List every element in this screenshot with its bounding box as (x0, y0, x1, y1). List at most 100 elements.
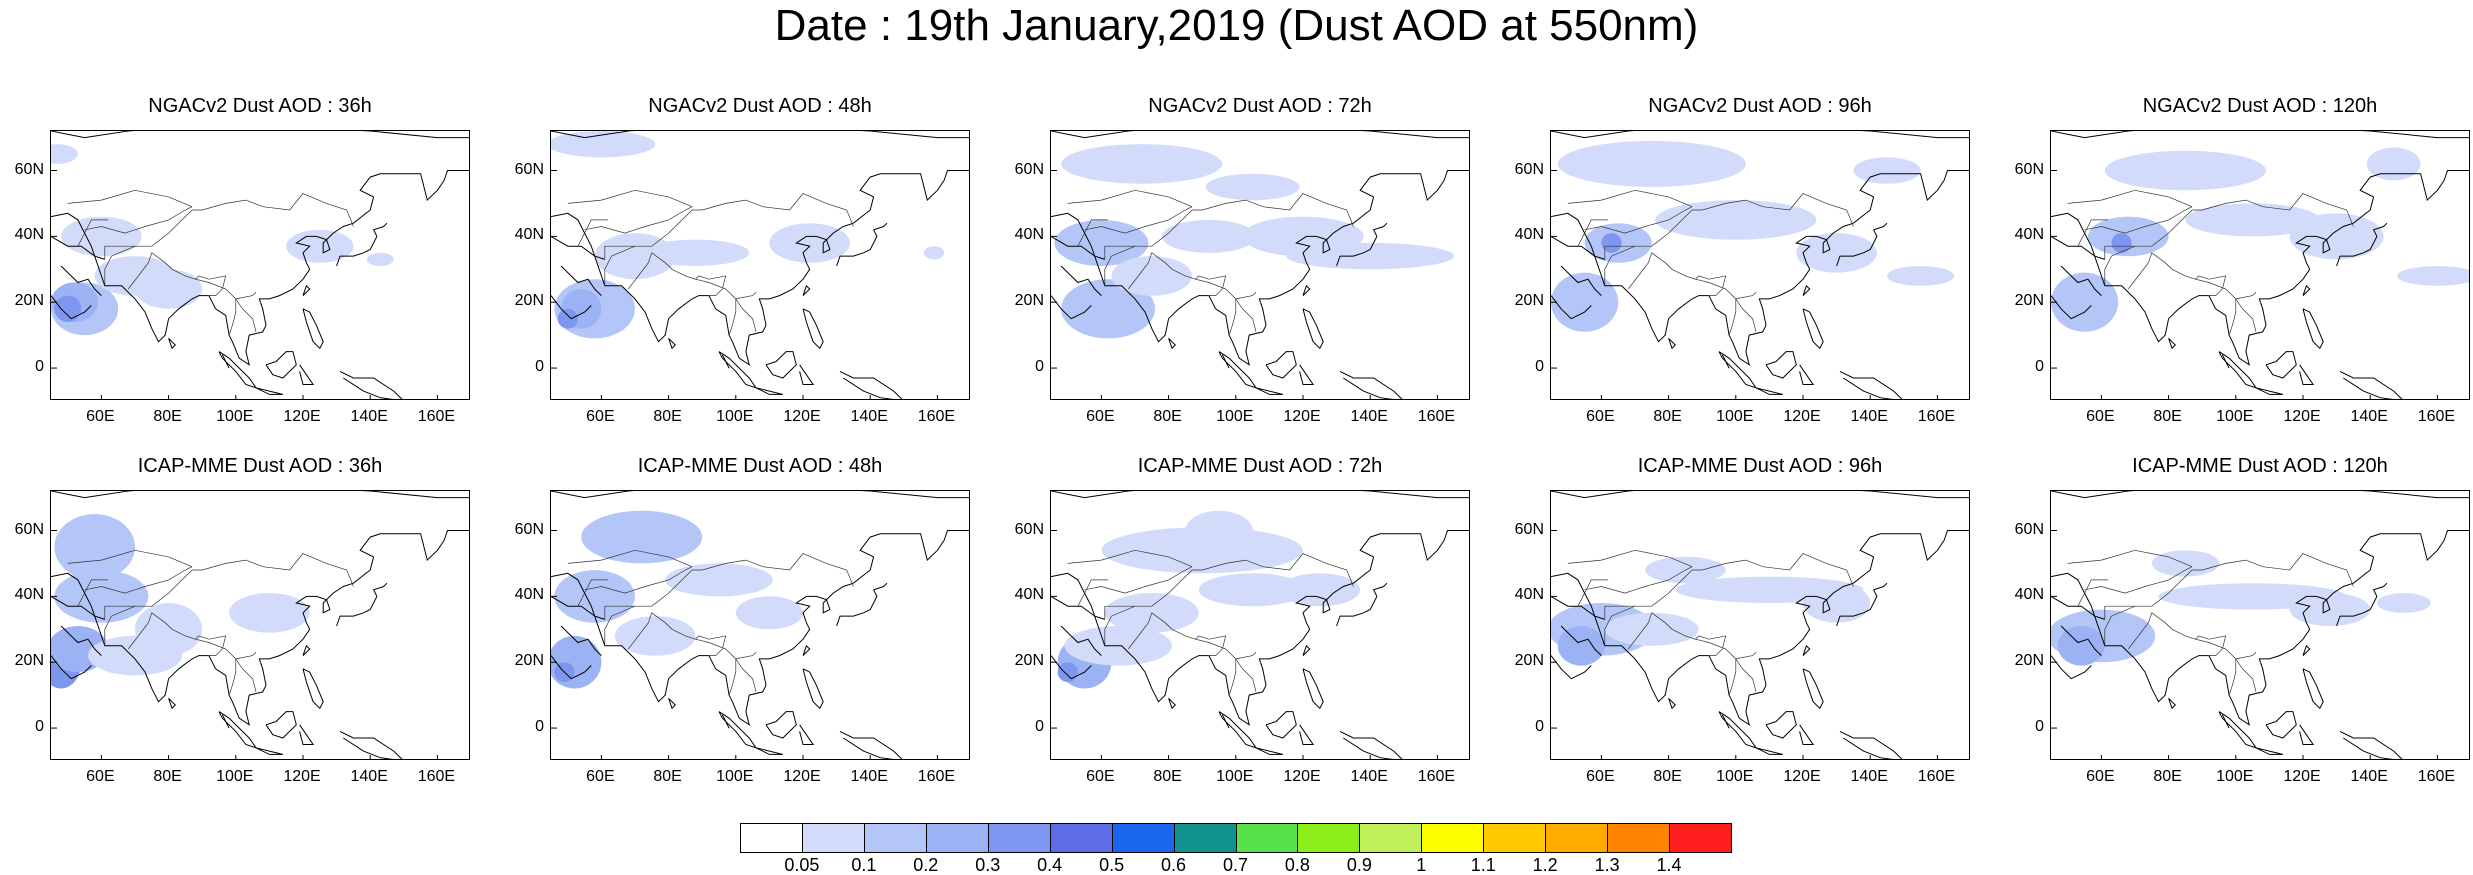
coastline (1302, 308, 1324, 350)
dust-plume (769, 223, 850, 263)
coastline (255, 747, 283, 755)
coastline (1721, 714, 1730, 729)
lon-tick-label: 80E (2153, 768, 2182, 785)
country-border (84, 206, 193, 234)
country-border (128, 252, 227, 296)
coastline (799, 364, 815, 385)
coastline (2302, 668, 2324, 710)
country-border (1604, 553, 1854, 646)
lon-tick-label: 80E (2153, 408, 2182, 425)
country-border (2067, 189, 2193, 208)
country-border (1235, 658, 1257, 692)
lon-tick-label: 160E (1917, 768, 1956, 785)
coastline (1302, 668, 1324, 710)
dust-plume (54, 570, 149, 623)
coastline (1051, 491, 1469, 499)
lon-tick-label: 140E (2350, 768, 2388, 785)
lat-tick-label: 40N (1014, 586, 1044, 604)
coastline (1551, 295, 1592, 320)
dust-plume (1205, 173, 1300, 201)
country-border (77, 219, 109, 247)
lon-tick-label: 140E (350, 408, 388, 425)
lon-tick-label: 140E (850, 408, 888, 425)
colorbar-swatch (1111, 823, 1175, 853)
lon-tick-label: 60E (586, 768, 615, 785)
coastline (551, 295, 592, 320)
dust-plume (1803, 583, 1871, 623)
country-border (104, 605, 135, 620)
coastline (2302, 284, 2311, 296)
dust-plume (551, 131, 656, 158)
lon-tick-label: 120E (1283, 408, 1321, 425)
lat-tick-label: 20N (14, 292, 44, 310)
lon-tick-label: 80E (1653, 408, 1682, 425)
lat-tick-label: 60N (14, 160, 44, 178)
lon-tick-label: 160E (417, 408, 456, 425)
lon-tick-label: 100E (1716, 768, 1754, 785)
coastline (551, 235, 605, 260)
country-border (1077, 219, 1109, 247)
lat-tick-label: 60N (1014, 160, 1044, 178)
country-border (1604, 605, 1635, 620)
dust-plume (1061, 279, 1156, 339)
map-panel (1550, 490, 1970, 760)
country-border (1735, 658, 1757, 692)
coastline (1836, 582, 1888, 627)
country-border (1628, 252, 1727, 296)
country-border (728, 298, 737, 336)
country-border (1567, 189, 1693, 208)
lon-tick-label: 140E (350, 768, 388, 785)
dust-plume (1101, 527, 1303, 574)
coastline (1718, 351, 1758, 389)
country-border (2084, 206, 2193, 234)
country-border (104, 245, 135, 260)
country-border (1104, 553, 1354, 646)
map-panel (550, 490, 970, 760)
dust-plume (229, 593, 310, 633)
lon-tick-label: 160E (2417, 768, 2456, 785)
coastline (1551, 170, 1969, 366)
country-border (2195, 638, 2257, 660)
coastline (302, 644, 311, 656)
coastline (755, 387, 783, 395)
coastline (802, 284, 811, 296)
lon-tick-label: 60E (1586, 408, 1615, 425)
map-panel (50, 490, 470, 760)
coastline (2299, 364, 2315, 385)
lat-tick-label: 60N (1514, 160, 1544, 178)
country-border (1104, 193, 1354, 286)
coastline (1218, 351, 1258, 389)
lon-tick-label: 60E (1086, 408, 1115, 425)
colorbar-swatch (801, 823, 865, 853)
dust-aod-map (1551, 131, 1969, 399)
coastline (1218, 711, 1258, 749)
coastline (2265, 351, 2297, 379)
country-border (735, 658, 757, 692)
lon-tick-label: 120E (1283, 768, 1321, 785)
coastline (302, 308, 324, 350)
colorbar-label: 0.4 (1037, 855, 1063, 875)
coastline (551, 491, 969, 499)
lon-tick-label: 100E (716, 408, 754, 425)
country-border (195, 638, 257, 660)
lon-tick-label: 100E (1216, 768, 1254, 785)
coastline (2051, 530, 2469, 726)
coastline (1839, 730, 1903, 759)
coastline (1551, 530, 1969, 726)
lon-tick-label: 80E (1153, 408, 1182, 425)
country-border (2104, 245, 2135, 260)
dust-plume (2289, 213, 2384, 260)
coastline (2265, 711, 2297, 739)
dust-plume (2111, 233, 2132, 253)
coastline (51, 655, 92, 680)
coastline (1551, 655, 1592, 680)
country-border (1728, 658, 1737, 696)
country-border (728, 658, 737, 696)
lon-tick-label: 100E (216, 768, 254, 785)
coastline (1802, 284, 1811, 296)
lon-tick-label: 80E (1653, 768, 1682, 785)
panel-title: NGACv2 Dust AOD : 120h (2142, 95, 2378, 117)
colorbar-swatch (1297, 823, 1361, 853)
lat-tick-label: 20N (2014, 652, 2044, 670)
coastline (221, 714, 230, 729)
